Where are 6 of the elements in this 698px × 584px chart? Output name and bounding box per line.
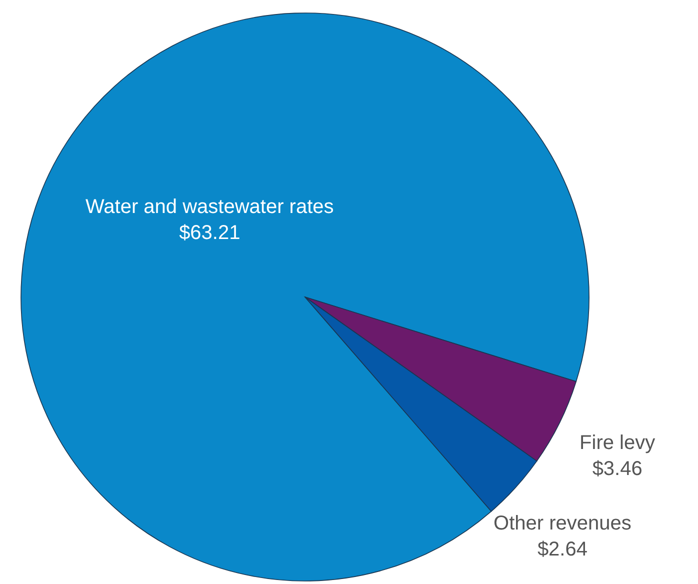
slice-label: Fire levy [580, 432, 656, 454]
data-label: $2.64 [537, 538, 588, 561]
slice-label: Other revenues [494, 512, 632, 535]
data-label: $63.21 [179, 222, 240, 244]
slice-label: Water and wastewater rates [86, 196, 334, 218]
data-label: $3.46 [592, 458, 642, 480]
